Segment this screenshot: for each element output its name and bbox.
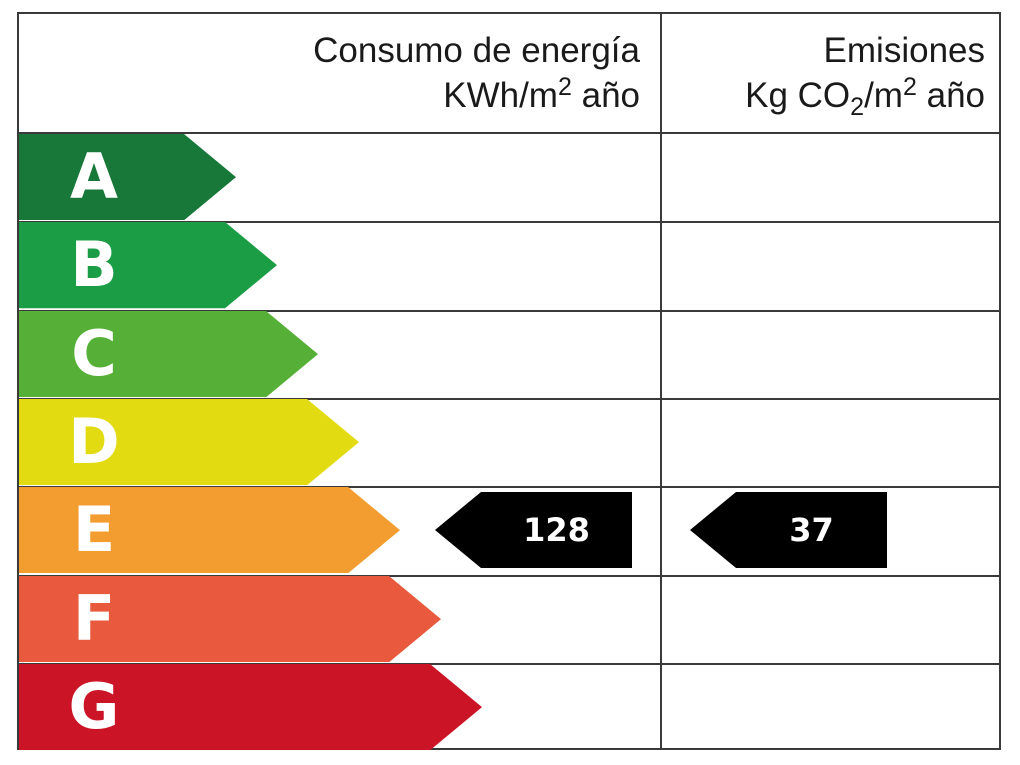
row-separator <box>19 397 999 400</box>
class-band-b: B <box>19 222 277 309</box>
class-letter-d: D <box>68 404 120 478</box>
emissions-unit: Kg CO2/m2 año <box>745 73 985 121</box>
energy-rating-marker: 128 <box>435 492 632 569</box>
class-letter-a: A <box>70 140 118 213</box>
energy-label-table: Consumo de energía KWh/m2 año Emisiones … <box>17 12 1001 751</box>
row-separator <box>19 309 999 312</box>
class-letter-e: E <box>72 493 116 567</box>
row-separator <box>19 486 999 489</box>
class-letter-b: B <box>70 228 118 302</box>
energy-column-header: Consumo de energía KWh/m2 año <box>19 28 640 118</box>
energy-unit: KWh/m2 año <box>443 73 640 116</box>
energy-rating-marker-value: 128 <box>523 511 590 550</box>
class-arrow-shape <box>19 575 441 662</box>
class-band-d: D <box>19 398 359 486</box>
header-separator <box>19 132 999 134</box>
class-arrow-shape <box>19 663 482 751</box>
class-arrow-shape <box>19 134 236 221</box>
class-band-c: C <box>19 310 318 397</box>
class-letter-f: F <box>72 581 116 655</box>
row-separator <box>19 221 999 224</box>
column-divider <box>660 14 662 748</box>
class-arrow-shape <box>19 310 318 397</box>
energy-title: Consumo de energía <box>313 31 640 70</box>
class-letter-c: C <box>71 316 117 390</box>
class-letter-g: G <box>68 669 120 743</box>
class-band-f: F <box>19 575 441 662</box>
class-band-e: E <box>19 487 400 574</box>
row-separator <box>19 662 999 665</box>
emissions-rating-marker-value: 37 <box>789 511 834 550</box>
row-separator <box>19 574 999 577</box>
emissions-column-header: Emisiones Kg CO2/m2 año <box>662 28 985 121</box>
class-band-g: G <box>19 663 482 751</box>
class-arrow-shape <box>19 222 277 309</box>
class-arrow-shape <box>19 398 359 486</box>
class-arrow-shape <box>19 487 400 574</box>
class-band-a: A <box>19 134 236 221</box>
emissions-title: Emisiones <box>823 31 985 70</box>
emissions-rating-marker: 37 <box>690 492 887 569</box>
